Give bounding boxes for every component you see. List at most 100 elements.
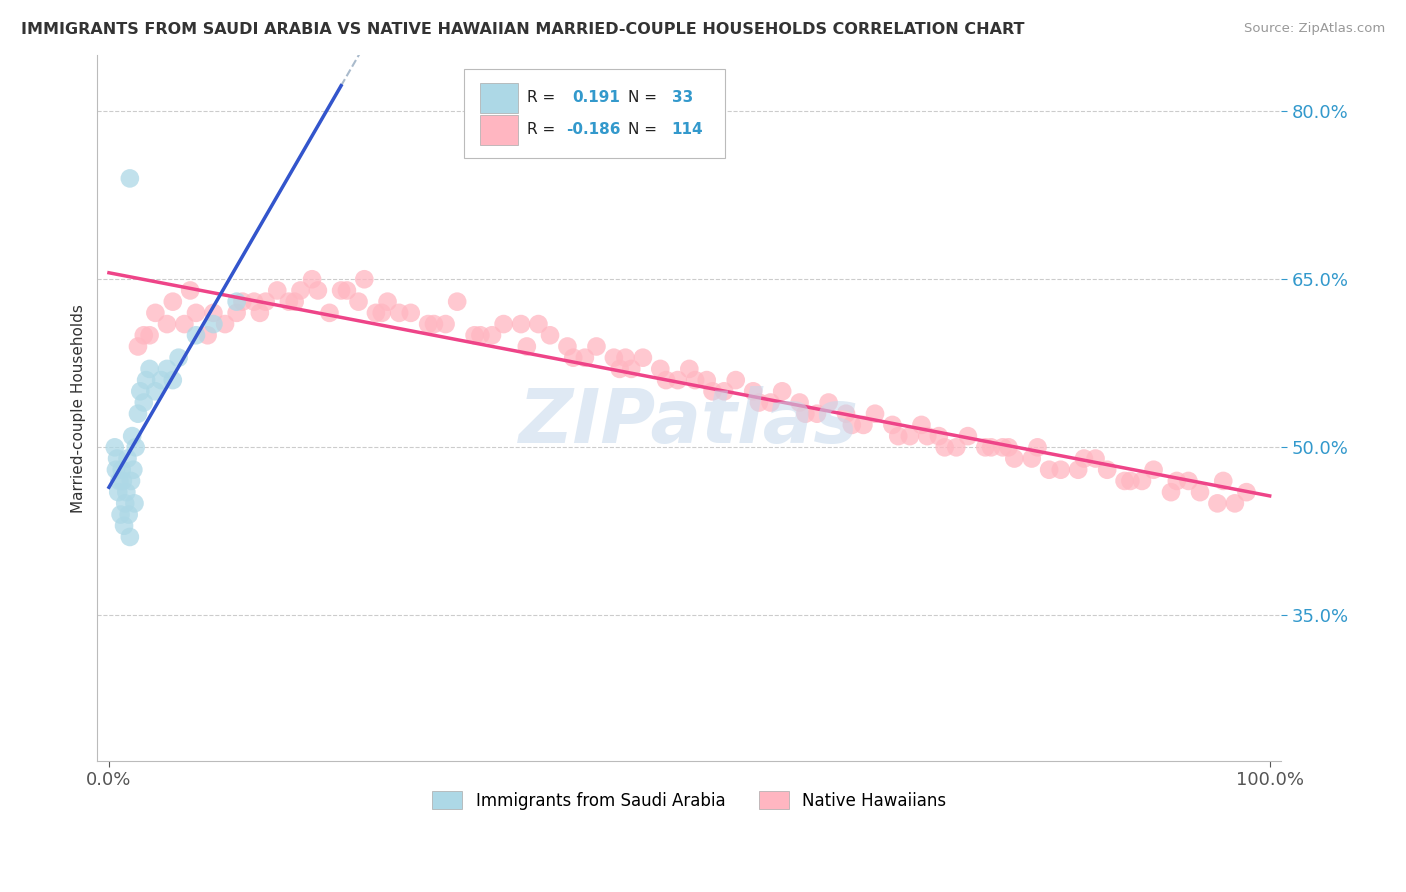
Point <box>1236 485 1258 500</box>
Point <box>1067 463 1090 477</box>
Y-axis label: Married-couple Households: Married-couple Households <box>72 303 86 513</box>
Point <box>266 284 288 298</box>
Point <box>107 485 129 500</box>
Point <box>538 328 561 343</box>
Text: Source: ZipAtlas.com: Source: ZipAtlas.com <box>1244 22 1385 36</box>
Point <box>1084 451 1107 466</box>
Point <box>863 407 886 421</box>
Text: R =: R = <box>527 122 560 136</box>
Text: IMMIGRANTS FROM SAUDI ARABIA VS NATIVE HAWAIIAN MARRIED-COUPLE HOUSEHOLDS CORREL: IMMIGRANTS FROM SAUDI ARABIA VS NATIVE H… <box>21 22 1025 37</box>
Point <box>202 317 225 331</box>
Point <box>917 429 939 443</box>
Point <box>910 417 932 432</box>
Point <box>1114 474 1136 488</box>
Point <box>135 373 157 387</box>
Point <box>118 171 141 186</box>
Point <box>956 429 979 443</box>
Point <box>1223 496 1246 510</box>
Point <box>585 339 607 353</box>
Point <box>111 474 134 488</box>
Point <box>132 328 155 343</box>
Point <box>835 407 858 421</box>
Point <box>974 440 997 454</box>
Point <box>162 294 184 309</box>
Point <box>655 373 678 387</box>
Point <box>301 272 323 286</box>
Point <box>683 373 706 387</box>
Point <box>399 306 422 320</box>
Point <box>353 272 375 286</box>
Point <box>945 440 967 454</box>
Point <box>713 384 735 399</box>
Point <box>110 508 132 522</box>
Point <box>418 317 440 331</box>
Point <box>249 306 271 320</box>
Text: -0.186: -0.186 <box>567 122 620 136</box>
Point <box>277 294 299 309</box>
Point <box>1206 496 1229 510</box>
Point <box>364 306 387 320</box>
Point <box>1038 463 1060 477</box>
Point <box>115 485 138 500</box>
Point <box>112 518 135 533</box>
Point <box>111 463 134 477</box>
Point <box>138 362 160 376</box>
Point <box>122 463 145 477</box>
FancyBboxPatch shape <box>479 83 517 113</box>
Point <box>118 530 141 544</box>
Point <box>388 306 411 320</box>
Point <box>631 351 654 365</box>
Point <box>470 328 492 343</box>
Point <box>1189 485 1212 500</box>
Point <box>562 351 585 365</box>
Point <box>446 294 468 309</box>
Point <box>527 317 550 331</box>
Point <box>852 417 875 432</box>
Point <box>114 496 136 510</box>
Point <box>179 284 201 298</box>
Point <box>132 395 155 409</box>
Point <box>231 294 253 309</box>
Point <box>167 351 190 365</box>
Point <box>1073 451 1095 466</box>
Point <box>1212 474 1234 488</box>
Point <box>742 384 765 399</box>
Point <box>464 328 486 343</box>
Point <box>105 451 128 466</box>
Point <box>127 339 149 353</box>
Point <box>104 463 127 477</box>
Point <box>1177 474 1199 488</box>
Point <box>724 373 747 387</box>
Point <box>284 294 307 309</box>
Point <box>145 306 167 320</box>
Point <box>347 294 370 309</box>
Legend: Immigrants from Saudi Arabia, Native Hawaiians: Immigrants from Saudi Arabia, Native Haw… <box>426 785 953 816</box>
Point <box>1095 463 1118 477</box>
Point <box>614 351 637 365</box>
Point <box>789 395 811 409</box>
FancyBboxPatch shape <box>464 70 725 158</box>
Point <box>1166 474 1188 488</box>
Point <box>696 373 718 387</box>
Text: N =: N = <box>627 90 662 105</box>
Text: 114: 114 <box>672 122 703 136</box>
Point <box>557 339 579 353</box>
Point <box>817 395 839 409</box>
Point <box>214 317 236 331</box>
Point <box>318 306 340 320</box>
Point <box>118 508 141 522</box>
Point <box>678 362 700 376</box>
Point <box>225 306 247 320</box>
Point <box>330 284 353 298</box>
Point <box>162 373 184 387</box>
Point <box>770 384 793 399</box>
Point <box>841 417 863 432</box>
Point <box>120 474 142 488</box>
Point <box>127 407 149 421</box>
Point <box>336 284 359 298</box>
Point <box>882 417 904 432</box>
Point <box>980 440 1002 454</box>
Point <box>898 429 921 443</box>
Point <box>307 284 329 298</box>
Point <box>150 373 173 387</box>
